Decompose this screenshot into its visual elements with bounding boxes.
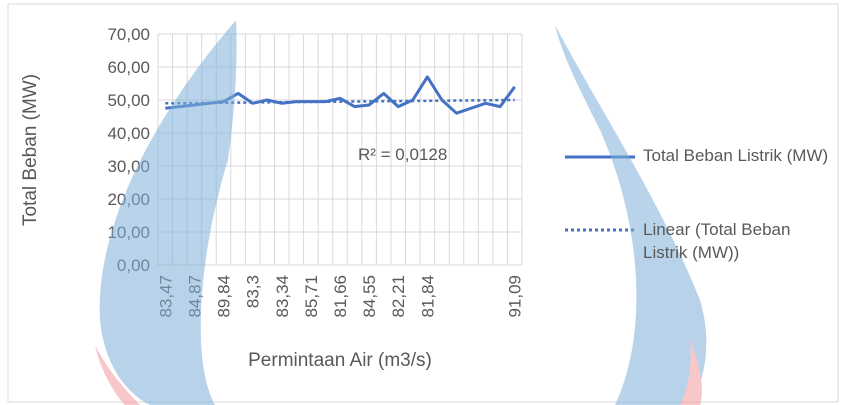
r-squared: R² = 0,0128 — [358, 145, 447, 164]
x-tick-label: 89,84 — [215, 275, 234, 318]
page: 0,0010,0020,0030,0040,0050,0060,0070,008… — [0, 0, 846, 405]
x-tick-label: 91,09 — [506, 275, 525, 318]
x-tick-label: 81,66 — [331, 275, 350, 318]
y-tick-label: 50,00 — [107, 91, 150, 110]
x-tick-label: 81,84 — [418, 275, 437, 318]
y-tick-label: 40,00 — [107, 124, 150, 143]
x-tick-label: 85,71 — [302, 275, 321, 318]
legend-label: Total Beban Listrik (MW) — [643, 144, 838, 167]
x-tick-label: 84,55 — [360, 275, 379, 318]
x-tick-label: 82,21 — [389, 275, 408, 318]
x-axis-title: Permintaan Air (m3/s) — [248, 350, 432, 371]
y-tick-label: 60,00 — [107, 58, 150, 77]
y-axis-title: Total Beban (MW) — [20, 74, 41, 226]
chart: 0,0010,0020,0030,0040,0050,0060,0070,008… — [0, 0, 846, 405]
y-tick-label: 70,00 — [107, 25, 150, 44]
legend-label: Linear (Total Beban Listrik (MW)) — [643, 218, 838, 264]
x-tick-label: 83,3 — [244, 275, 263, 308]
x-tick-label: 83,34 — [273, 275, 292, 318]
